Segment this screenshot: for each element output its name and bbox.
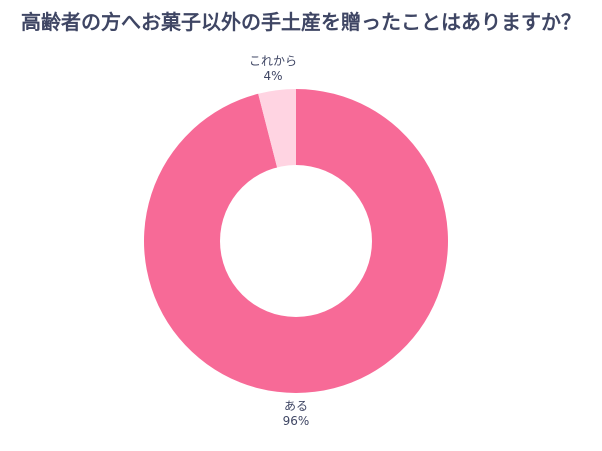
donut-hole <box>220 165 372 317</box>
label-korekara: これから 4% <box>233 54 313 84</box>
label-korekara-name: これから <box>248 54 297 68</box>
label-aru-name: ある <box>283 399 308 413</box>
label-aru: ある 96% <box>256 399 336 429</box>
chart-title: 高齢者の方へお菓子以外の手土産を贈ったことはありますか？ <box>21 10 581 34</box>
label-korekara-pct: 4% <box>263 69 283 83</box>
label-aru-pct: 96% <box>282 414 310 428</box>
